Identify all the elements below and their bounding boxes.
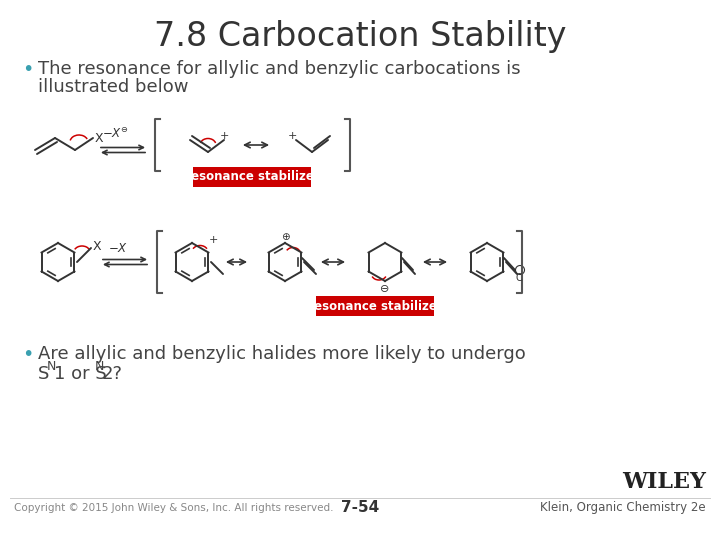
Text: +: + (220, 131, 229, 141)
Text: $-X^{\ominus}$: $-X^{\ominus}$ (102, 127, 128, 141)
Text: 7-54: 7-54 (341, 501, 379, 516)
Text: Resonance stabilized: Resonance stabilized (305, 300, 445, 313)
Text: ⊕: ⊕ (281, 232, 289, 242)
Text: C: C (516, 273, 523, 283)
Text: +: + (287, 131, 297, 141)
Text: illustrated below: illustrated below (38, 78, 189, 96)
Text: Are allylic and benzylic halides more likely to undergo: Are allylic and benzylic halides more li… (38, 345, 526, 363)
Text: ⊖: ⊖ (380, 284, 390, 294)
Text: N: N (95, 360, 104, 373)
Text: $-X$: $-X$ (108, 241, 128, 254)
Text: Klein, Organic Chemistry 2e: Klein, Organic Chemistry 2e (541, 502, 706, 515)
Text: S: S (38, 365, 50, 383)
Text: Copyright © 2015 John Wiley & Sons, Inc. All rights reserved.: Copyright © 2015 John Wiley & Sons, Inc.… (14, 503, 333, 513)
Text: X: X (93, 240, 102, 253)
Text: •: • (22, 345, 33, 364)
Text: 7.8 Carbocation Stability: 7.8 Carbocation Stability (154, 20, 566, 53)
Text: 2?: 2? (102, 365, 123, 383)
Text: WILEY: WILEY (622, 471, 706, 493)
FancyBboxPatch shape (193, 167, 311, 187)
Text: X: X (95, 132, 104, 145)
Text: 1 or S: 1 or S (54, 365, 107, 383)
Text: +: + (208, 235, 217, 245)
Text: N: N (47, 360, 56, 373)
FancyBboxPatch shape (316, 296, 434, 316)
Text: •: • (22, 60, 33, 79)
Text: Resonance stabilized: Resonance stabilized (182, 171, 322, 184)
Text: The resonance for allylic and benzylic carbocations is: The resonance for allylic and benzylic c… (38, 60, 521, 78)
